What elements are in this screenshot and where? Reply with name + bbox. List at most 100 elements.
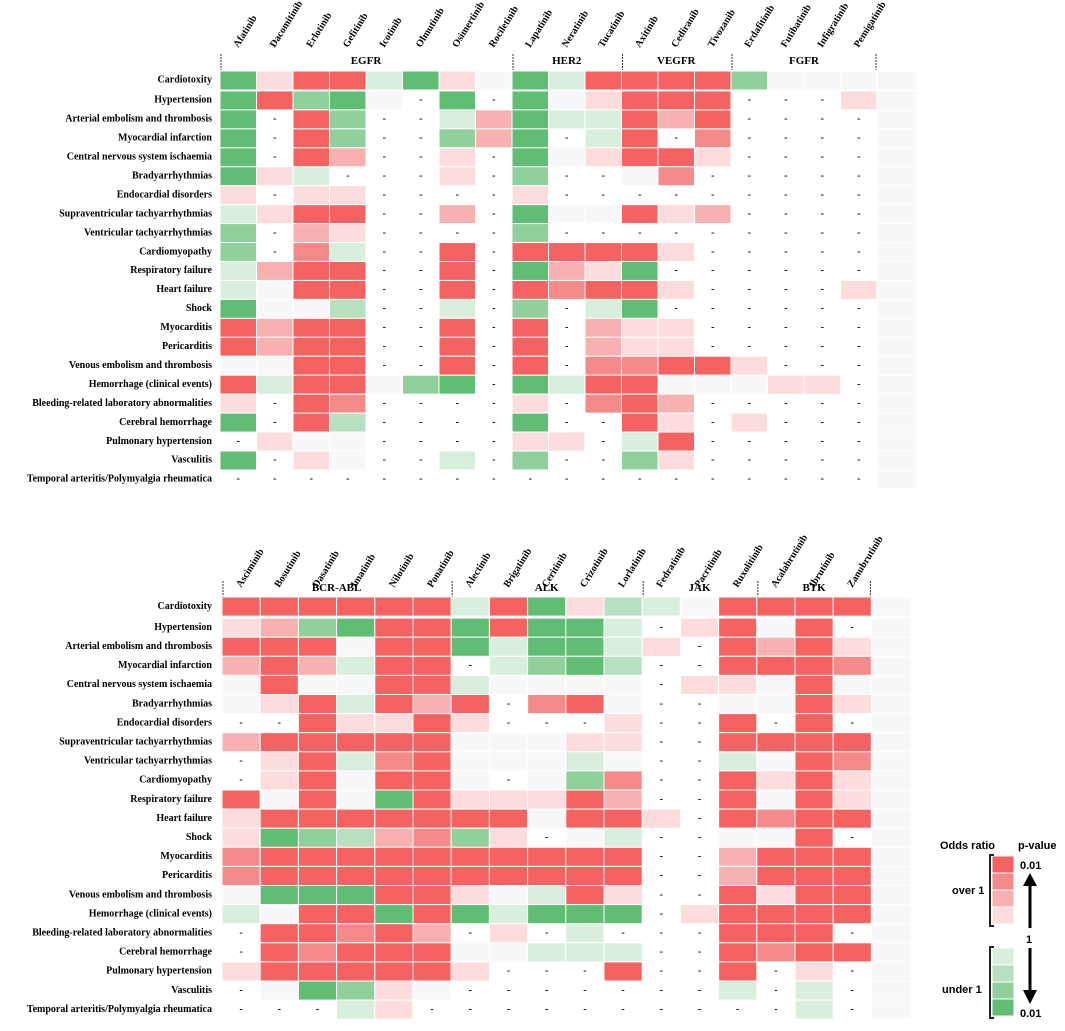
background-strip	[870, 999, 912, 1020]
column-label: Osimertinib	[450, 0, 487, 50]
row-label: Ventricular tachyarrhythmias	[84, 227, 212, 238]
heatmap-cell	[641, 808, 681, 829]
row-label: Bleeding-related laboratory abnormalitie…	[32, 928, 212, 939]
heatmap-cell	[259, 846, 299, 867]
heatmap-cell	[718, 846, 758, 867]
heatmap-cell	[259, 904, 299, 925]
heatmap-cell	[832, 732, 872, 753]
legend-swatch	[991, 964, 1015, 983]
missing-mark: -	[419, 246, 422, 257]
heatmap-cell	[794, 655, 834, 676]
heatmap-cell	[297, 674, 338, 696]
missing-mark: -	[545, 985, 548, 996]
missing-mark: -	[698, 1004, 701, 1015]
heatmap-cell	[511, 298, 549, 319]
column-label: Tucatinib	[596, 9, 627, 50]
heatmap-cell	[657, 431, 695, 452]
missing-mark: -	[857, 189, 860, 200]
column-label: Futibatinib	[779, 2, 814, 49]
heatmap-cell	[412, 596, 452, 617]
heatmap-cell	[292, 450, 330, 471]
background-strip	[870, 904, 912, 925]
missing-mark: -	[821, 208, 824, 219]
heatmap-cell	[297, 827, 338, 848]
heatmap-cell	[450, 808, 490, 829]
heatmap-cell	[292, 336, 330, 357]
heatmap-cell	[621, 355, 659, 376]
heatmap-cell	[438, 279, 476, 300]
column-label: Lapatinib	[523, 8, 555, 50]
missing-mark: -	[851, 622, 854, 633]
heatmap-cell	[657, 242, 695, 263]
heatmap-cell	[584, 336, 622, 357]
heatmap-cell	[603, 865, 643, 887]
heatmap-cell	[584, 298, 622, 319]
heatmap-cell	[450, 636, 490, 657]
heatmap-cell	[621, 374, 659, 395]
heatmap-cell	[412, 980, 452, 1001]
missing-mark: -	[784, 398, 787, 409]
missing-mark: -	[492, 227, 495, 238]
heatmap-cell	[565, 808, 605, 829]
missing-mark: -	[383, 455, 386, 466]
bottom-heatmap-panel: Asciminib Bosutinib Dasatinib Imatinib Nilot…	[27, 532, 912, 1020]
heatmap-cell	[374, 694, 414, 715]
group-label: ALK	[535, 582, 559, 594]
heatmap-cell	[450, 751, 490, 772]
heatmap-cell	[840, 70, 878, 91]
heatmap-cell	[374, 885, 414, 906]
heatmap-cell	[292, 261, 330, 281]
heatmap-cell	[256, 279, 294, 300]
missing-mark: -	[273, 246, 276, 257]
missing-mark: -	[748, 284, 751, 295]
missing-mark: -	[660, 622, 663, 633]
background-strip	[870, 846, 912, 867]
heatmap-cell	[603, 808, 643, 829]
heatmap-cell	[488, 808, 529, 829]
heatmap-cell	[718, 713, 758, 734]
heatmap-cell	[292, 166, 330, 187]
missing-mark: -	[456, 398, 459, 409]
heatmap-cell	[694, 147, 732, 168]
background-strip	[870, 923, 912, 944]
heatmap-cell	[511, 393, 549, 414]
heatmap-cell	[679, 596, 720, 617]
missing-mark: -	[492, 417, 495, 428]
heatmap-cell	[475, 128, 513, 149]
heatmap-cell	[297, 942, 338, 963]
heatmap-cell	[548, 109, 586, 130]
heatmap-cell	[488, 827, 529, 848]
missing-mark: -	[565, 341, 568, 352]
missing-mark: -	[492, 379, 495, 390]
heatmap-cell	[767, 70, 805, 91]
heatmap-cell	[511, 279, 549, 300]
row-label: Bleeding-related laboratory abnormalitie…	[32, 398, 212, 409]
heatmap-cell	[292, 242, 330, 263]
missing-mark: -	[698, 851, 701, 862]
heatmap-cell	[336, 885, 376, 906]
heatmap-cell	[657, 450, 695, 471]
background-strip	[876, 393, 918, 414]
column-label: Pemigatinib	[852, 0, 889, 50]
missing-mark: -	[239, 985, 242, 996]
missing-mark: -	[621, 1004, 624, 1015]
heatmap-cell	[292, 393, 330, 414]
heatmap-cell	[219, 355, 257, 376]
missing-mark: -	[419, 227, 422, 238]
group-label: BCR-ABL	[312, 582, 362, 594]
missing-mark: -	[237, 474, 240, 485]
heatmap-cell	[832, 942, 872, 963]
heatmap-cell	[488, 942, 529, 963]
missing-mark: -	[346, 170, 349, 181]
heatmap-cell	[259, 789, 299, 810]
heatmap-cell	[621, 431, 659, 452]
heatmap-cell	[336, 942, 376, 963]
legend-bracket-under	[989, 946, 994, 1019]
missing-mark: -	[492, 303, 495, 314]
heatmap-cell	[832, 674, 872, 696]
background-strip	[876, 412, 918, 433]
heatmap-cell	[565, 865, 605, 887]
heatmap-cell	[329, 109, 367, 130]
heatmap-cell	[603, 713, 643, 734]
heatmap-cell	[527, 596, 567, 617]
